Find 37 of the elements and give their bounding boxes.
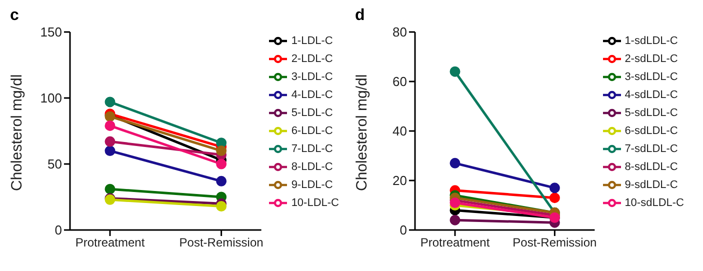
legend-label: 4-sdLDL-C — [624, 88, 678, 101]
y-axis-title: Cholesterol mg/dl — [353, 74, 370, 191]
legend-label: 1-sdLDL-C — [624, 34, 678, 47]
chart-title: d — [355, 7, 366, 24]
legend-label: 3-LDL-C — [291, 70, 333, 83]
legend-label: 4-LDL-C — [291, 88, 333, 101]
legend-label: 9-sdLDL-C — [624, 178, 678, 191]
x-tick-label: Protreatment — [420, 236, 490, 250]
legend-label: 1-LDL-C — [291, 34, 333, 47]
y-tick-label: 150 — [40, 24, 62, 40]
y-tick-label: 0 — [400, 222, 407, 238]
legend-label: 5-sdLDL-C — [624, 106, 678, 119]
legend-label: 7-LDL-C — [291, 142, 333, 155]
legend-label: 10-sdLDL-C — [624, 196, 684, 209]
legend-label: 8-LDL-C — [291, 160, 333, 173]
y-axis-title: Cholesterol mg/dl — [8, 74, 26, 191]
legend-label: 7-sdLDL-C — [624, 142, 678, 155]
x-tick-label: Post-Remission — [512, 236, 597, 250]
x-tick-label: Protreatment — [75, 236, 146, 250]
chart-title: c — [10, 7, 20, 24]
y-tick-label: 60 — [392, 74, 407, 90]
y-tick-label: 0 — [54, 222, 62, 238]
y-tick-label: 80 — [392, 24, 407, 40]
legend-label: 2-sdLDL-C — [624, 52, 678, 65]
legend-label: 6-LDL-C — [291, 124, 333, 137]
y-tick-label: 50 — [48, 156, 62, 172]
y-tick-label: 40 — [392, 124, 407, 139]
legend-label: 10-LDL-C — [291, 196, 339, 209]
y-tick-label: 100 — [40, 90, 62, 106]
legend-label: 2-LDL-C — [291, 52, 333, 65]
legend-label: 3-sdLDL-C — [624, 70, 678, 83]
legend-label: 6-sdLDL-C — [624, 124, 678, 137]
legend-label: 5-LDL-C — [291, 106, 333, 119]
legend-label: 8-sdLDL-C — [624, 160, 678, 173]
x-tick-label: Post-Remission — [179, 236, 264, 250]
legend-label: 9-LDL-C — [291, 178, 333, 191]
y-tick-label: 20 — [392, 173, 407, 188]
